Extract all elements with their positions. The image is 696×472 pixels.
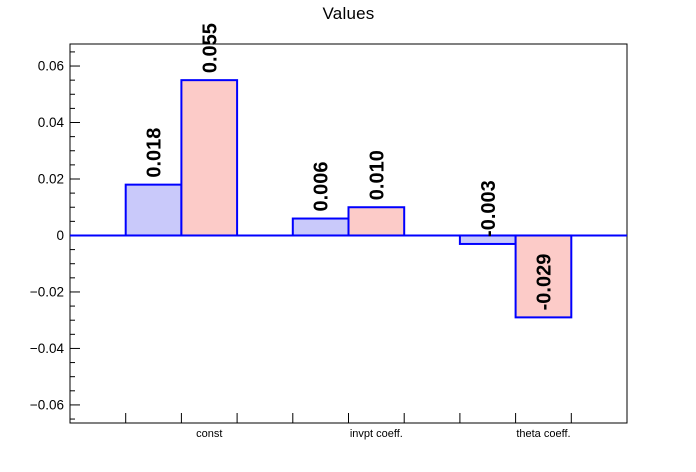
bar-value-label-blue-invpt: 0.006 (311, 161, 333, 211)
chart-title: Values (322, 4, 375, 23)
bar-blue-const (124, 183, 183, 237)
bar-pink-invpt (347, 206, 406, 237)
y-axis-tick-label: 0 (56, 228, 64, 243)
y-axis-tick-label: −0.06 (30, 397, 64, 412)
y-axis-tick-label: −0.04 (30, 341, 65, 356)
x-axis-category-label-theta-coeff: theta coeff. (516, 428, 570, 440)
bar-blue-invpt (291, 217, 350, 237)
y-axis-tick-label: 0.02 (38, 171, 64, 186)
bar-pink-const (180, 79, 239, 237)
bar-value-label-blue-theta: -0.003 (478, 180, 500, 237)
bar-value-label-pink-const: 0.055 (199, 23, 221, 73)
bar-value-label-blue-const: 0.018 (144, 128, 166, 178)
y-axis-tick-label: 0.06 (38, 59, 64, 74)
y-axis-tick-label: −0.02 (30, 284, 64, 299)
x-axis-category-label-const: const (196, 428, 222, 440)
bar-value-label-pink-invpt: 0.010 (366, 150, 388, 200)
bar-value-label-pink-theta: -0.029 (533, 254, 555, 311)
x-axis-category-label-invpt-coeff: invpt coeff. (350, 428, 403, 440)
y-axis-tick-label: 0.04 (38, 115, 65, 130)
